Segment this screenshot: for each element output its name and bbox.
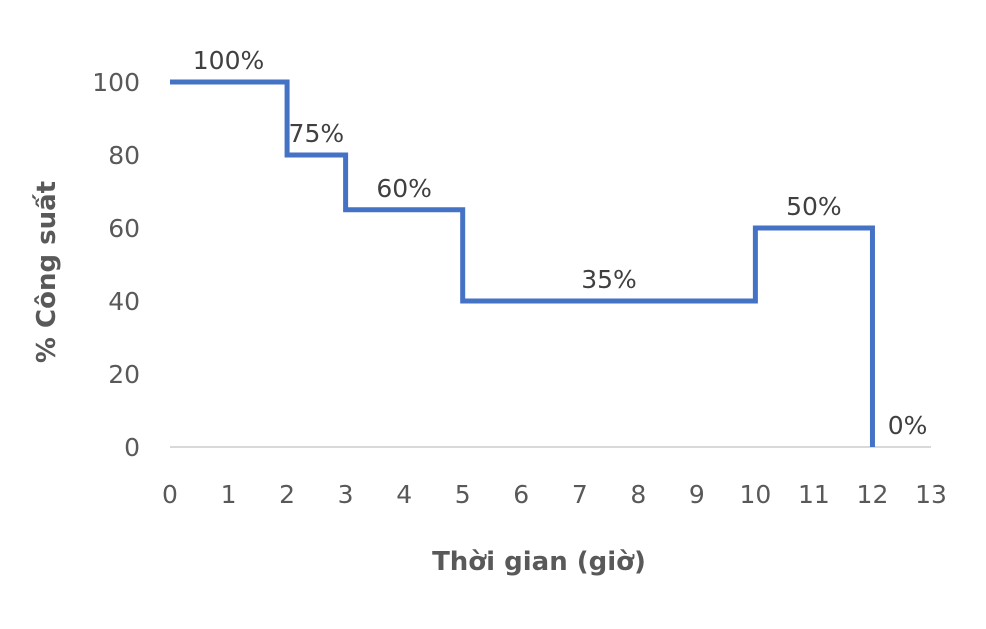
y-tick-label: 0 [124, 433, 140, 462]
x-tick-label: 0 [162, 480, 178, 509]
data-labels: 100% 75% 60% 35% 50% 0% [193, 46, 928, 440]
x-tick-label: 6 [513, 480, 529, 509]
x-tick-label: 2 [279, 480, 295, 509]
x-tick-label: 8 [630, 480, 646, 509]
x-tick-label: 3 [338, 480, 354, 509]
x-axis-title: Thời gian (giờ) [432, 547, 646, 577]
data-label: 75% [289, 119, 345, 148]
y-axis-title: % Công suất [31, 181, 62, 363]
data-label: 0% [888, 411, 928, 440]
x-tick-label: 10 [739, 480, 771, 509]
data-label: 60% [376, 174, 432, 203]
x-tick-label: 4 [396, 480, 412, 509]
x-tick-label: 12 [857, 480, 889, 509]
x-tick-label: 11 [798, 480, 830, 509]
y-tick-label: 40 [108, 287, 140, 316]
y-tick-label: 60 [108, 214, 140, 243]
series-step-line [170, 79, 875, 447]
x-tick-label: 13 [915, 480, 947, 509]
x-tick-label: 7 [572, 480, 588, 509]
data-label: 100% [193, 46, 264, 75]
data-label: 50% [786, 192, 842, 221]
x-tick-label: 1 [221, 480, 237, 509]
y-tick-label: 20 [108, 360, 140, 389]
x-tick-label: 9 [689, 480, 705, 509]
x-tick-label: 5 [455, 480, 471, 509]
data-label: 35% [581, 265, 637, 294]
y-tick-labels: 0 20 40 60 80 100 [92, 68, 140, 462]
y-tick-label: 100 [92, 68, 140, 97]
y-tick-label: 80 [108, 141, 140, 170]
x-tick-labels: 0 1 2 3 4 5 6 7 8 9 10 11 12 13 [162, 480, 947, 509]
